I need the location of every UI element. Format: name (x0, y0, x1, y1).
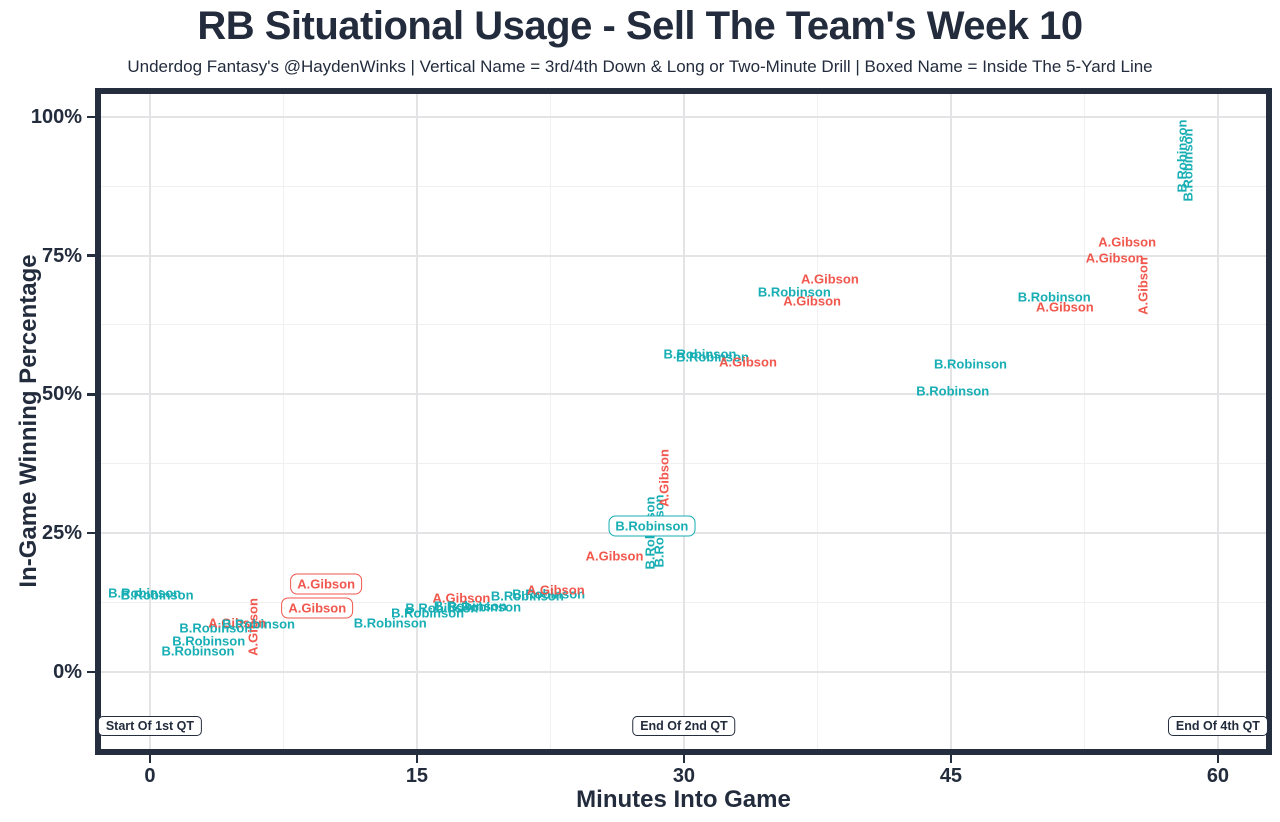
data-label-boxed: B.Robinson (608, 515, 696, 537)
data-label: B.Robinson (512, 586, 586, 602)
data-label: B.Robinson (120, 587, 194, 603)
y-axis-tick (87, 393, 95, 396)
y-tick-label: 100% (30, 105, 82, 128)
data-label: A.Gibson (208, 615, 267, 631)
data-label: A.Gibson (783, 293, 841, 309)
data-label-vertical: A.Gibson (1135, 257, 1151, 315)
data-label: B.Robinson (179, 620, 253, 636)
annotation-box: End Of 2nd QT (632, 715, 736, 736)
data-label: B.Robinson (172, 633, 246, 649)
gridline-y-major (101, 670, 1266, 673)
y-tick-label: 50% (41, 383, 82, 406)
data-label-boxed: A.Gibson (290, 573, 363, 595)
chart-title: RB Situational Usage - Sell The Team's W… (197, 4, 1083, 48)
data-label: B.Robinson (675, 349, 749, 365)
data-label: B.Robinson (663, 346, 737, 362)
y-axis-tick (87, 670, 95, 674)
data-label: B.Robinson (391, 605, 465, 621)
x-axis-title: Minutes Into Game (576, 786, 791, 813)
data-label-boxed: A.Gibson (281, 597, 354, 619)
data-label: B.Robinson (490, 588, 564, 604)
data-label: A.Gibson (432, 590, 491, 606)
data-label: B.Robinson (405, 600, 479, 616)
gridline-y-major (101, 115, 1266, 118)
gridline-y-major (101, 254, 1266, 257)
data-label: A.Gibson (526, 582, 585, 598)
gridline-x-major (682, 94, 685, 749)
data-label: B.Robinson (916, 383, 990, 399)
data-label-vertical: A.Gibson (656, 448, 672, 507)
y-axis-title: In-Game Winning Percentage (15, 254, 42, 588)
y-tick-label: 25% (41, 522, 82, 545)
chart-subtitle: Underdog Fantasy's @HaydenWinks | Vertic… (127, 57, 1153, 76)
annotation-box: End Of 4th QT (1167, 715, 1268, 736)
x-axis-tick (949, 755, 953, 763)
gridline-x-major (949, 94, 952, 749)
gridline-x-minor (1083, 94, 1085, 749)
gridline-y-major (101, 393, 1266, 396)
data-label: B.Robinson (757, 284, 831, 300)
data-label: B.Robinson (108, 585, 182, 601)
data-label: B.Robinson (1017, 289, 1091, 305)
y-axis-tick (87, 531, 95, 535)
data-label: A.Gibson (801, 271, 859, 287)
x-axis-tick (415, 755, 419, 763)
data-label: B.Robinson (448, 599, 522, 615)
data-label: B.Robinson (353, 615, 427, 631)
x-tick-label: 45 (939, 765, 963, 787)
gridline-x-major (148, 94, 151, 749)
data-label: A.Gibson (719, 354, 777, 370)
x-tick-label: 60 (1206, 765, 1230, 787)
y-tick-label: 0% (53, 660, 82, 683)
y-tick-label: 75% (41, 244, 82, 267)
plot-panel: 0% 25% 50% 75% 100% 0 15 30 45 60 Start Of 1st QT E… (31, 88, 1272, 787)
gridline-x-minor (282, 94, 284, 749)
data-label: B.Robinson (161, 643, 235, 659)
x-tick-label: 30 (672, 765, 696, 787)
gridline-x-minor (549, 94, 551, 749)
gridline-x-major (415, 94, 418, 749)
gridline-x-major (1216, 94, 1219, 749)
data-label: A.Gibson (1035, 299, 1094, 315)
data-label: B.Robinson (934, 356, 1007, 372)
annotation-box: Start Of 1st QT (97, 715, 203, 736)
data-label: B.Robinson (433, 598, 507, 614)
x-axis-tick (148, 755, 152, 763)
gridline-x-minor (816, 94, 818, 749)
data-label: B.Robinson (222, 616, 295, 632)
x-tick-label: 15 (405, 765, 429, 787)
data-label: A.Gibson (585, 548, 644, 564)
x-axis-tick (682, 755, 686, 763)
data-label: A.Gibson (1098, 234, 1157, 250)
x-axis-tick (1216, 755, 1220, 763)
data-label: A.Gibson (1085, 250, 1144, 266)
data-label-vertical: B.Robinson (1180, 128, 1196, 202)
x-tick-label: 0 (144, 765, 156, 787)
y-axis-tick (87, 115, 95, 118)
y-axis-tick (87, 254, 95, 257)
